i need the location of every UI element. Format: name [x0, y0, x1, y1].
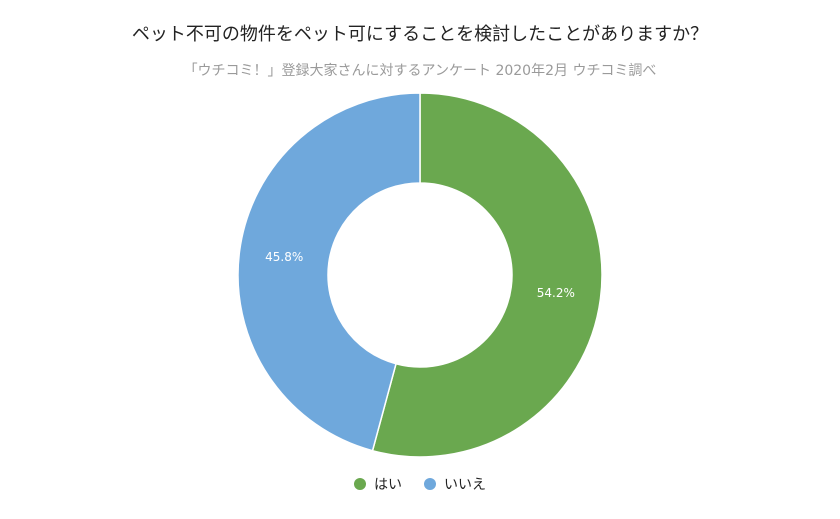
chart-title: ペット不可の物件をペット可にすることを検討したことがありますか？	[131, 24, 709, 45]
legend-label-no: いいえ	[444, 477, 486, 493]
legend: はい いいえ	[0, 474, 840, 494]
slice-label-yes: 54.2%	[537, 286, 575, 300]
slice-yes[interactable]	[371, 92, 603, 458]
legend-swatch-no	[424, 478, 436, 490]
legend-swatch-yes	[354, 478, 366, 490]
legend-label-yes: はい	[374, 477, 402, 493]
chart-subtitle: 「ウチコミ！」登録大家さんに対するアンケート 2020年2月 ウチコミ調べ	[183, 63, 657, 79]
slice-label-no: 45.8%	[265, 250, 303, 264]
donut-slices	[237, 92, 603, 458]
slice-no[interactable]	[237, 92, 421, 452]
legend-item-yes[interactable]: はい	[354, 474, 402, 494]
legend-item-no[interactable]: いいえ	[424, 474, 486, 494]
slice-labels: 54.2% 45.8%	[265, 250, 575, 300]
